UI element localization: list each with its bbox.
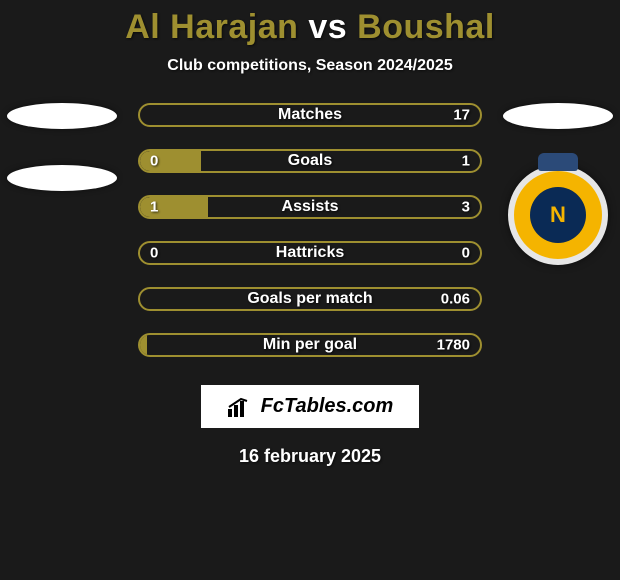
stat-right-value: 17 [453,107,470,124]
page-title: Al Harajan vs Boushal [125,8,495,47]
stat-label: Goals per match [247,290,372,308]
chart-icon [227,397,253,417]
stat-row: Goals per match 0.06 [138,287,482,311]
stat-label: Min per goal [263,336,357,354]
crest-inner: N [530,187,586,243]
brand-text: FcTables.com [261,395,394,418]
stat-left-value: 1 [150,199,158,216]
stat-label: Matches [278,106,342,124]
club-crest: N [508,165,608,265]
placeholder-ellipse [503,103,613,129]
title-player1: Al Harajan [125,8,298,46]
stat-right-value: 0 [462,245,470,262]
stat-row: Min per goal 1780 [138,333,482,357]
placeholder-ellipse [7,103,117,129]
stat-label: Assists [282,198,339,216]
date-text: 16 february 2025 [239,446,381,467]
stat-right-value: 1 [462,153,470,170]
placeholder-ellipse [7,165,117,191]
title-player2: Boushal [357,8,495,46]
stat-right-value: 0.06 [441,291,470,308]
left-side [2,103,122,191]
stats-column: Matches 17 0 Goals 1 1 Assists 3 0 Hattricks 0 Goal… [138,103,482,357]
stat-right-value: 3 [462,199,470,216]
subtitle: Club competitions, Season 2024/2025 [167,57,452,75]
title-vs: vs [308,8,347,46]
stat-label: Hattricks [276,244,344,262]
brand-badge[interactable]: FcTables.com [201,385,420,428]
stat-row: Matches 17 [138,103,482,127]
stat-left-value: 0 [150,245,158,262]
stat-row: 0 Goals 1 [138,149,482,173]
comparison-card: Al Harajan vs Boushal Club competitions,… [0,0,620,580]
main-row: Matches 17 0 Goals 1 1 Assists 3 0 Hattricks 0 Goal… [0,103,620,357]
right-side: N [498,103,618,265]
stat-fill [140,335,147,355]
stat-left-value: 0 [150,153,158,170]
stat-row: 1 Assists 3 [138,195,482,219]
stat-row: 0 Hattricks 0 [138,241,482,265]
stat-label: Goals [288,152,332,170]
stat-right-value: 1780 [437,337,470,354]
